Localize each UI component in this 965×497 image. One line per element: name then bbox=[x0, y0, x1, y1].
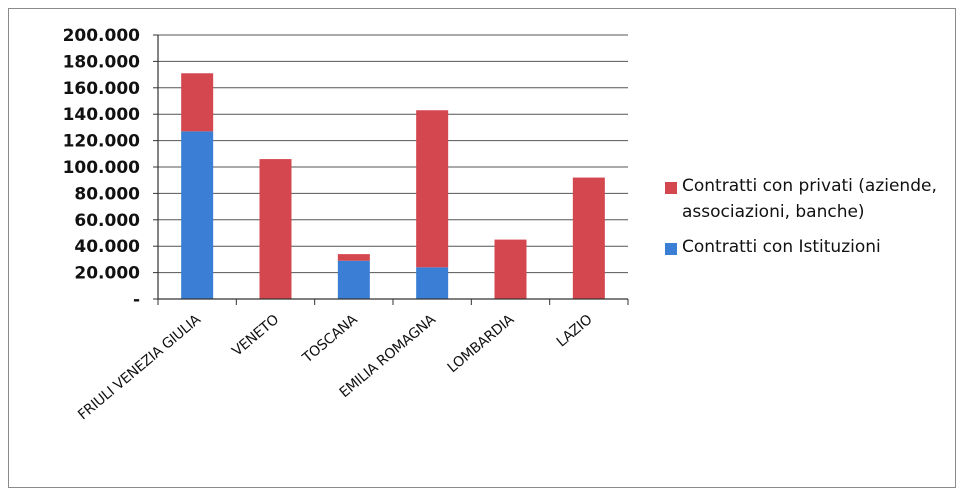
y-tick-label: 40.000 bbox=[74, 237, 140, 257]
legend: Contratti con privati (aziende, associaz… bbox=[665, 176, 955, 274]
legend-swatch-istituzioni bbox=[665, 243, 677, 255]
bar-privati-3 bbox=[416, 110, 449, 268]
legend-label-istituzioni: Contratti con Istituzioni bbox=[682, 237, 881, 257]
x-tick-label: LOMBARDIA bbox=[445, 311, 518, 376]
y-tick-label: 140.000 bbox=[63, 105, 141, 125]
bar-istituzioni-3 bbox=[416, 267, 449, 299]
legend-label-privati: Contratti con privati (aziende, associaz… bbox=[682, 176, 937, 222]
bar-privati-4 bbox=[494, 239, 527, 299]
y-tick-label: 20.000 bbox=[74, 264, 140, 284]
x-tick-label: FRIULI VENEZIA GIULIA bbox=[75, 311, 204, 423]
legend-swatch-privati bbox=[665, 182, 677, 194]
bars bbox=[181, 73, 605, 299]
y-tick-label: 180.000 bbox=[63, 52, 141, 72]
y-tick-label: 120.000 bbox=[63, 132, 141, 152]
x-tick-label: TOSCANA bbox=[299, 311, 361, 367]
bar-privati-1 bbox=[259, 159, 292, 299]
y-tick-label: 200.000 bbox=[63, 26, 141, 46]
legend-item-istituzioni: Contratti con Istituzioni bbox=[665, 237, 955, 260]
y-tick-label: 60.000 bbox=[74, 211, 140, 231]
y-tick-label: - bbox=[133, 290, 140, 310]
bar-istituzioni-2 bbox=[337, 260, 370, 299]
y-tick-label: 80.000 bbox=[74, 184, 140, 204]
bar-privati-2 bbox=[337, 254, 370, 261]
y-tick-label: 100.000 bbox=[63, 158, 141, 178]
x-tick-label: VENETO bbox=[229, 312, 282, 360]
gridlines bbox=[158, 34, 628, 274]
bar-privati-5 bbox=[572, 177, 605, 299]
bar-privati-0 bbox=[181, 73, 214, 132]
axes bbox=[157, 35, 629, 305]
x-axis-ticks: FRIULI VENEZIA GIULIA VENETO TOSCANAEMILIA… bbox=[75, 311, 595, 423]
bar-istituzioni-0 bbox=[181, 131, 214, 299]
y-tick-label: 160.000 bbox=[63, 79, 141, 99]
y-axis-ticks: - 20.000 40.000 60.000 80.000 100.000 120.000 1… bbox=[63, 26, 158, 310]
x-tick-label: LAZIO bbox=[554, 312, 596, 351]
legend-item-privati: Contratti con privati (aziende, associaz… bbox=[665, 176, 955, 225]
